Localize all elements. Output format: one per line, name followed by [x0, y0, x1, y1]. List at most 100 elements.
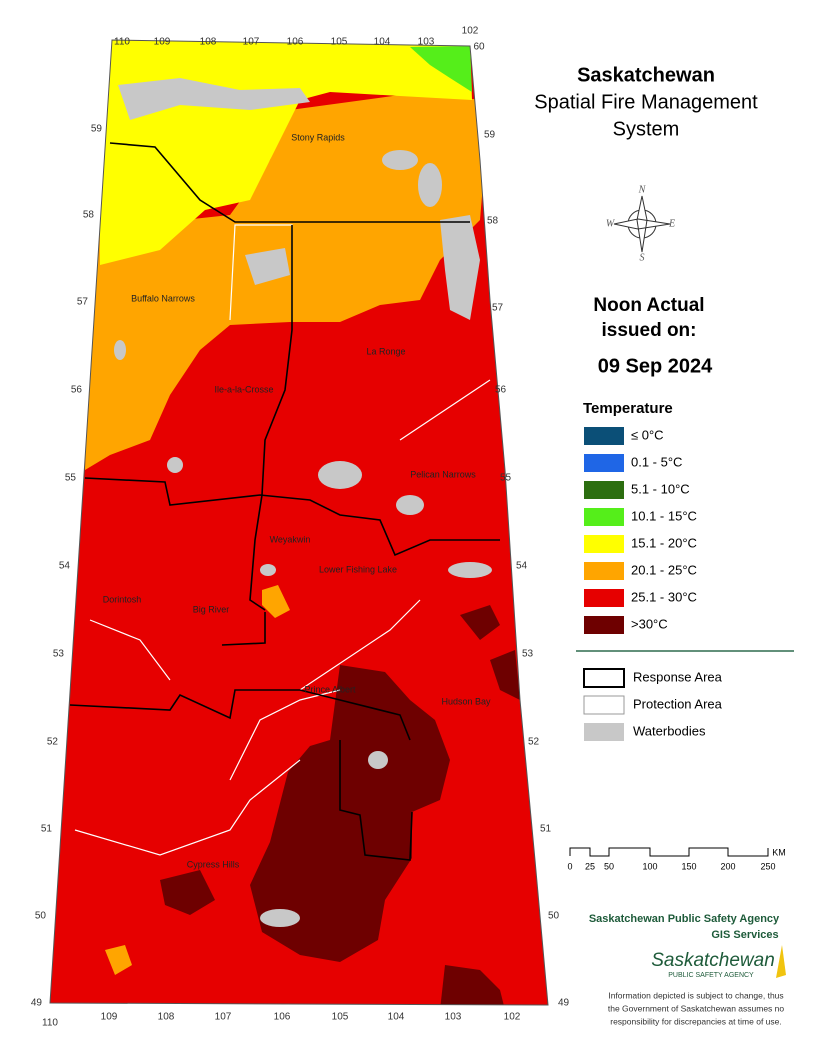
legend-label: 25.1 - 30°C: [631, 589, 697, 604]
latitude-label: 52: [47, 737, 59, 748]
disclaimer-line: the Government of Saskatchewan assumes n…: [608, 1003, 785, 1013]
latitude-label: 54: [516, 561, 528, 572]
legend-label: 20.1 - 25°C: [631, 562, 697, 577]
boundary-label: Waterbodies: [633, 723, 706, 738]
latitude-label: 54: [59, 561, 71, 572]
disclaimer: Information depicted is subject to chang…: [608, 990, 785, 1026]
response-area-lines: [69, 142, 500, 861]
place-label: Pelican Narrows: [410, 469, 476, 479]
boundary-swatch: [583, 668, 625, 688]
place-label: La Ronge: [366, 346, 405, 356]
legend-swatch: [584, 562, 624, 580]
scale-label: 150: [681, 861, 696, 871]
longitude-label: 102: [462, 26, 479, 37]
boundary-label: Response Area: [633, 669, 723, 684]
longitude-label: 104: [374, 37, 391, 48]
place-label: Hudson Bay: [441, 696, 491, 706]
longitude-label: 106: [287, 37, 304, 48]
scale-label: 25: [585, 861, 595, 871]
longitude-label: 109: [154, 37, 171, 48]
map: [50, 40, 548, 1005]
subtitle: Spatial Fire Management: [534, 91, 758, 113]
legend: ≤ 0°C 0.1 - 5°C 5.1 - 10°C 10.1 - 15°C 15.1 …: [584, 427, 697, 634]
latitude-label: 59: [484, 130, 496, 141]
latitude-label: 49: [31, 998, 43, 1009]
longitude-label: 108: [200, 37, 217, 48]
latitude-label: 60: [473, 42, 485, 53]
longitude-label: 104: [388, 1012, 405, 1023]
legend-swatch: [584, 454, 624, 472]
legend-label: >30°C: [631, 616, 668, 631]
agency-name: Saskatchewan Public Safety Agency: [589, 913, 780, 925]
place-label: Weyakwin: [270, 534, 311, 544]
legend-label: 5.1 - 10°C: [631, 481, 690, 496]
legend-swatch: [584, 481, 624, 499]
longitude-label: 106: [274, 1012, 291, 1023]
scale-unit: KM: [772, 847, 786, 857]
zone-dark-red: [160, 870, 215, 915]
place-label: Prince Albert: [304, 684, 356, 694]
compass-label: N: [638, 184, 647, 195]
longitude-label: 102: [504, 1012, 521, 1023]
scale-label: 0: [567, 861, 572, 871]
latitude-label: 50: [548, 911, 560, 922]
place-label: Big River: [193, 604, 230, 614]
latitude-label: 57: [492, 303, 504, 314]
longitude-label: 105: [332, 1012, 349, 1023]
latitude-label: 56: [71, 385, 83, 396]
legend-label: ≤ 0°C: [631, 427, 664, 442]
place-label: Stony Rapids: [291, 132, 345, 142]
longitude-label: 103: [418, 37, 435, 48]
zone-orange: [105, 945, 132, 975]
longitude-label: 103: [445, 1012, 462, 1023]
longitude-label: 110: [42, 1018, 58, 1029]
zone-green: [410, 46, 472, 92]
longitude-label: 107: [215, 1012, 232, 1023]
logo-name: Saskatchewan: [651, 950, 775, 971]
compass-label: S: [640, 252, 645, 263]
place-label: Lower Fishing Lake: [319, 564, 397, 574]
latitude-label: 58: [487, 216, 499, 227]
place-label: Cypress Hills: [187, 859, 240, 869]
scale-line: [569, 847, 769, 857]
place-label: Dorintosh: [103, 594, 142, 604]
longitude-label: 105: [331, 37, 348, 48]
place-labels: Stony Rapids Buffalo Narrows La Ronge Ile-a…: [103, 132, 491, 869]
latitude-label: 49: [558, 998, 570, 1009]
issue-label: issued on:: [601, 320, 696, 341]
zone-dark-red: [490, 650, 520, 700]
subtitle: System: [613, 118, 680, 140]
legend-swatch: [584, 508, 624, 526]
boundary-swatch: [584, 723, 624, 741]
zone-orange: [262, 585, 290, 618]
zone-orange: [85, 95, 490, 470]
latitude-label: 51: [41, 824, 53, 835]
legend-swatch: [584, 535, 624, 553]
disclaimer-line: responsibility for discrepancies at time…: [610, 1016, 782, 1026]
zone-dark-red: [460, 605, 500, 640]
latitude-label: 53: [522, 649, 534, 660]
latitude-label: 52: [528, 737, 540, 748]
latitude-label: 53: [53, 649, 65, 660]
place-label: Buffalo Narrows: [131, 293, 195, 303]
waterbodies: [114, 78, 492, 927]
issue-date: 09 Sep 2024: [598, 355, 713, 377]
legend-swatch: [584, 427, 624, 445]
compass: [613, 195, 671, 253]
legend-swatch: [584, 589, 624, 607]
longitude-label: 110: [114, 37, 130, 48]
graticule: 110 109 108 107 106 105 104 103 102 60 59 58 57 56 55 5…: [31, 26, 570, 1029]
boundary-swatch: [583, 695, 625, 715]
province-outline: [49, 39, 549, 1006]
place-label: Ile-a-la-Crosse: [214, 384, 273, 394]
compass-label: W: [606, 218, 616, 229]
latitude-label: 51: [540, 824, 552, 835]
logo-sub: PUBLIC SAFETY AGENCY: [668, 972, 754, 979]
latitude-label: 55: [65, 473, 77, 484]
latitude-label: 55: [500, 473, 512, 484]
latitude-label: 59: [91, 124, 103, 135]
scale-label: 100: [642, 861, 657, 871]
zone-dark-red: [250, 665, 450, 962]
latitude-label: 57: [77, 297, 89, 308]
